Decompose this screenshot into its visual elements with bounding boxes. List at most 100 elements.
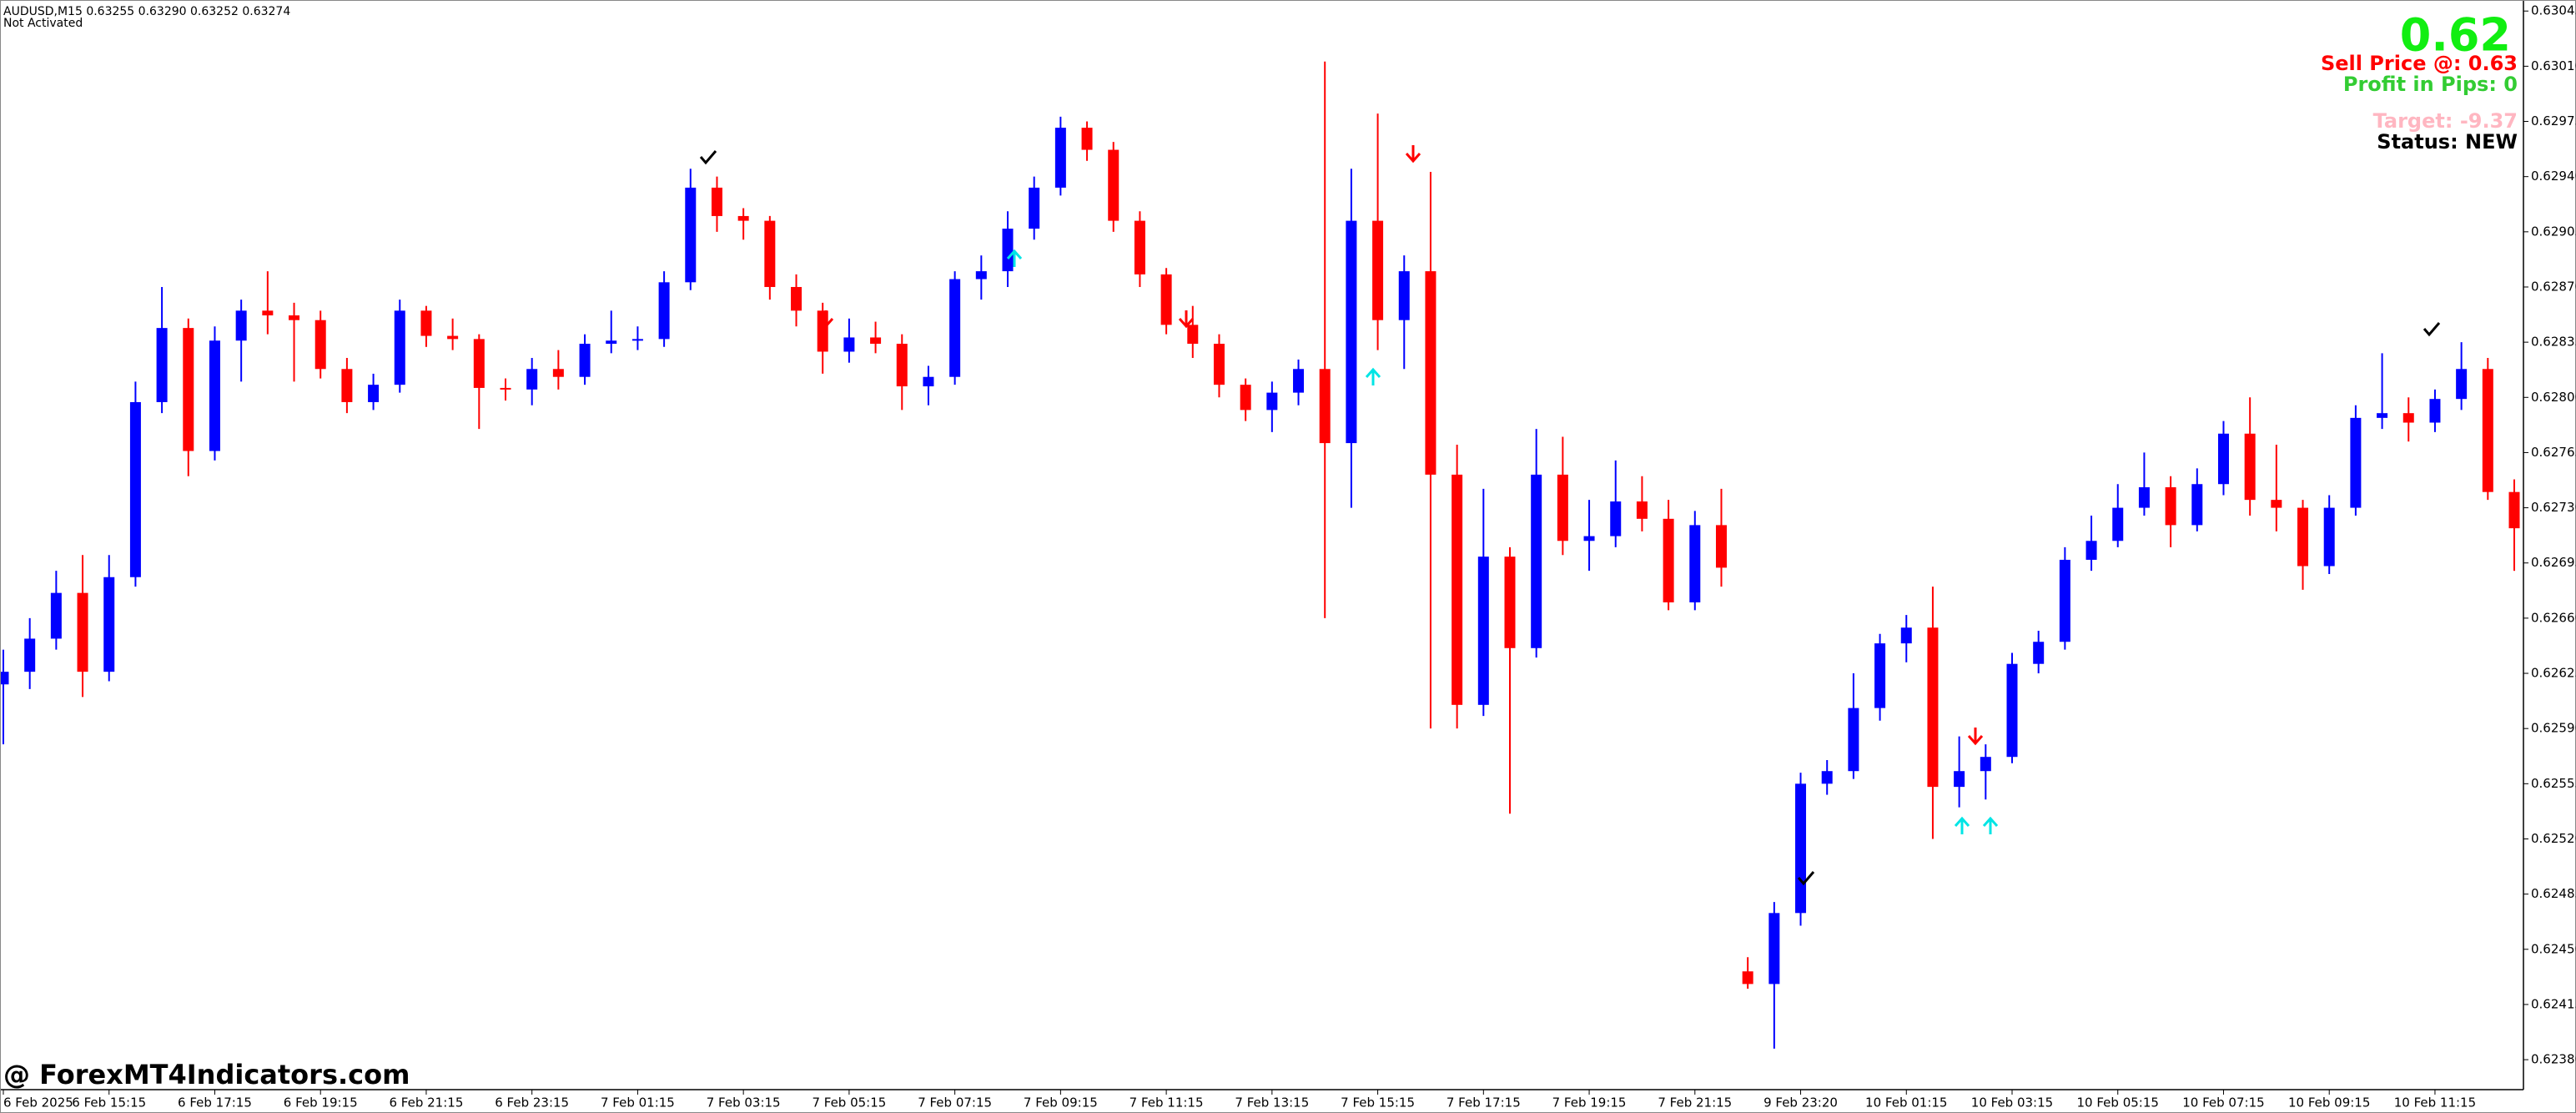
x-tick-label: 7 Feb 03:15 <box>707 1095 781 1110</box>
candle <box>103 555 115 682</box>
candle <box>235 300 247 382</box>
candle-body <box>1240 385 1251 410</box>
x-tick-label: 6 Feb 15:15 <box>72 1095 146 1110</box>
plot-area <box>0 61 2520 1049</box>
candle <box>2112 484 2124 547</box>
y-tick-label: 0.63045 <box>2531 3 2576 18</box>
candle-body <box>526 369 538 390</box>
sell-arrow <box>1967 728 1984 746</box>
candle <box>1980 744 1991 800</box>
candle <box>1081 121 1093 161</box>
check-signal <box>699 150 717 165</box>
candle <box>1874 633 1886 721</box>
x-tick-label: 10 Feb 07:15 <box>2182 1095 2264 1110</box>
candle-body <box>711 187 722 216</box>
candle <box>341 358 353 414</box>
candle <box>1954 736 1965 808</box>
candle <box>50 571 62 650</box>
x-tick-label: 7 Feb 13:15 <box>1235 1095 1309 1110</box>
candle-body <box>631 339 643 341</box>
candle-body <box>1795 783 1807 914</box>
sell-arrow <box>1405 145 1421 164</box>
candle <box>1425 172 1436 729</box>
sell-arrow <box>818 310 834 329</box>
candle-body <box>896 344 908 387</box>
candle <box>2006 652 2018 763</box>
candle <box>2059 546 2070 650</box>
x-tick-label: 6 Feb 2025 <box>3 1095 73 1110</box>
x-tick-label: 10 Feb 03:15 <box>1971 1095 2053 1110</box>
candle <box>1029 176 1040 240</box>
candle <box>156 286 168 414</box>
candle-body <box>1160 274 1172 325</box>
candle-body <box>2377 413 2388 418</box>
candle-body <box>1134 220 1145 274</box>
candle <box>1398 255 1410 370</box>
candle-body <box>0 672 9 685</box>
candle-body <box>1452 474 1463 705</box>
x-tick-label: 7 Feb 07:15 <box>918 1095 992 1110</box>
candle-body <box>2059 559 2070 642</box>
candle <box>129 381 141 587</box>
candle-body <box>606 340 617 345</box>
candle <box>1715 488 1727 587</box>
candle-body <box>737 215 749 221</box>
candle-body <box>1372 220 1384 320</box>
candle-body <box>1583 536 1595 541</box>
candle <box>473 334 485 430</box>
candle-body <box>183 328 194 451</box>
x-tick-label: 10 Feb 09:15 <box>2288 1095 2370 1110</box>
x-tick-label: 10 Feb 11:15 <box>2394 1095 2476 1110</box>
candle-body <box>1663 518 1674 602</box>
candle-body <box>791 286 802 311</box>
candle <box>711 176 722 232</box>
candle <box>500 378 511 401</box>
buy-arrow <box>1982 816 1999 834</box>
x-tick-label: 6 Feb 17:15 <box>178 1095 252 1110</box>
candle-body <box>103 577 115 672</box>
candle <box>0 649 9 745</box>
candle <box>2165 476 2176 547</box>
status: Status: NEW <box>2377 130 2518 154</box>
candle <box>526 358 538 405</box>
candle-body <box>129 401 141 577</box>
x-tick-label: 6 Feb 21:15 <box>390 1095 464 1110</box>
buy-arrow <box>1006 249 1023 267</box>
candle-body <box>2402 413 2414 423</box>
candle <box>262 271 274 335</box>
candle <box>447 318 459 350</box>
candle-body <box>685 187 697 283</box>
sell-arrow <box>1178 310 1195 329</box>
candle-body <box>2350 417 2362 508</box>
candle <box>923 365 934 405</box>
candle-body <box>2482 369 2493 492</box>
candle-body <box>2297 507 2309 567</box>
y-tick-label: 0.62835 <box>2531 335 2576 350</box>
candle-body <box>1557 474 1568 541</box>
candle-body <box>1742 971 1753 985</box>
candle <box>975 255 987 300</box>
candle-body <box>2085 541 2097 560</box>
candle-body <box>1398 271 1410 320</box>
y-tick-label: 0.62625 <box>2531 666 2576 681</box>
candle-body <box>1002 229 1014 272</box>
watermark: @ ForexMT4Indicators.com <box>3 1059 410 1090</box>
candle <box>1927 587 1939 839</box>
candle-body <box>1768 913 1780 985</box>
candle <box>2456 342 2468 410</box>
candle-body <box>2429 399 2441 423</box>
candle-body <box>658 282 670 340</box>
candle <box>1293 359 1305 405</box>
candle <box>1187 305 1199 359</box>
candle <box>1266 381 1278 432</box>
candle <box>1689 511 1701 611</box>
candle-body <box>870 337 882 345</box>
candle-body <box>1293 369 1305 393</box>
candle <box>2217 421 2229 496</box>
signals <box>699 145 2441 886</box>
candle <box>2429 389 2441 432</box>
